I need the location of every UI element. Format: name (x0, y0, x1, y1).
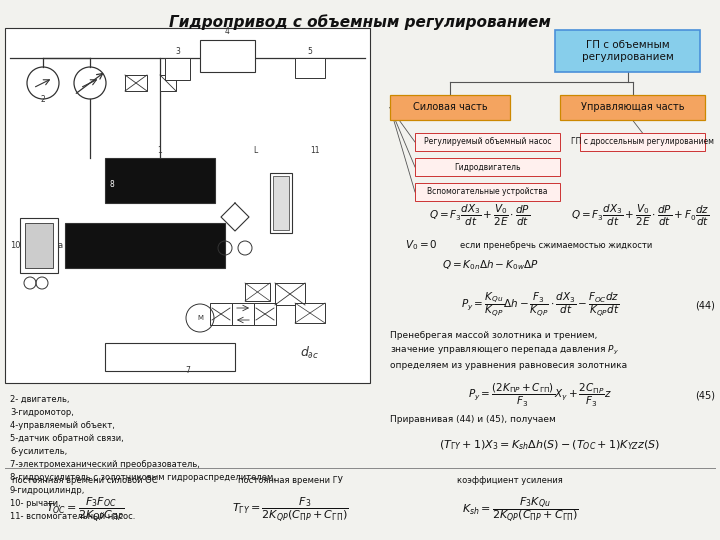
Text: (45): (45) (695, 390, 715, 400)
Text: 11- вспомогательный насос.: 11- вспомогательный насос. (10, 512, 135, 521)
FancyBboxPatch shape (390, 95, 510, 120)
Text: a: a (58, 241, 63, 251)
Text: $Q = F_3\dfrac{dX_3}{dt} + \dfrac{V_0}{2E}\cdot\dfrac{dP}{dt}$: $Q = F_3\dfrac{dX_3}{dt} + \dfrac{V_0}{2… (429, 202, 531, 227)
Text: Гидропривод с объемным регулированием: Гидропривод с объемным регулированием (169, 14, 551, 30)
Text: 9-гидроцилиндр,: 9-гидроцилиндр, (10, 486, 86, 495)
Text: $V_0 = 0$: $V_0 = 0$ (405, 238, 438, 252)
FancyBboxPatch shape (125, 75, 147, 91)
FancyBboxPatch shape (415, 183, 560, 201)
FancyBboxPatch shape (65, 223, 225, 268)
Text: $(T_{\Gamma Y} + 1)X_3 = K_{sh}\Delta h(S) - (T_{OC} + 1)K_{YZ}z(S)$: $(T_{\Gamma Y} + 1)X_3 = K_{sh}\Delta h(… (439, 438, 661, 452)
FancyBboxPatch shape (210, 303, 232, 325)
FancyBboxPatch shape (415, 158, 560, 176)
FancyBboxPatch shape (254, 303, 276, 325)
FancyBboxPatch shape (295, 58, 325, 78)
Text: ГП с дроссельным регулированием: ГП с дроссельным регулированием (571, 138, 714, 146)
Text: Силовая часть: Силовая часть (413, 103, 487, 112)
Text: Регулируемый объемный насос: Регулируемый объемный насос (424, 138, 552, 146)
FancyBboxPatch shape (105, 343, 235, 371)
Text: 10: 10 (10, 241, 20, 251)
FancyBboxPatch shape (165, 58, 190, 80)
Text: Пренебрегая массой золотника и трением,: Пренебрегая массой золотника и трением, (390, 330, 598, 340)
FancyBboxPatch shape (245, 283, 270, 301)
FancyBboxPatch shape (25, 223, 53, 268)
Text: (44): (44) (695, 300, 715, 310)
Text: 3-гидромотор,: 3-гидромотор, (10, 408, 74, 417)
FancyBboxPatch shape (5, 28, 370, 383)
Text: M: M (197, 315, 203, 321)
FancyBboxPatch shape (270, 173, 292, 233)
Text: Приравнивая (44) и (45), получаем: Приравнивая (44) и (45), получаем (390, 415, 556, 424)
Text: $T_{OC} = \dfrac{F_3 F_{OC}}{2K_{QP}C_{\Pi P}}$: $T_{OC} = \dfrac{F_3 F_{OC}}{2K_{QP}C_{\… (46, 496, 125, 524)
Text: $T_{\Gamma Y} = \dfrac{F_3}{2K_{QP}(C_{\Pi P} + C_{\Gamma\Pi})}$: $T_{\Gamma Y} = \dfrac{F_3}{2K_{QP}(C_{\… (232, 496, 348, 524)
Text: постоянная времени ГУ: постоянная времени ГУ (238, 476, 343, 485)
FancyBboxPatch shape (160, 75, 176, 91)
Text: $Q = K_{0n}\Delta h - K_{0w}\Delta P$: $Q = K_{0n}\Delta h - K_{0w}\Delta P$ (441, 258, 539, 272)
FancyBboxPatch shape (580, 133, 705, 151)
Text: 2: 2 (40, 95, 45, 104)
Text: $Q = F_3\dfrac{dX_3}{dt} + \dfrac{V_0}{2E}\cdot\dfrac{dP}{dt} + F_0\dfrac{dz}{dt: $Q = F_3\dfrac{dX_3}{dt} + \dfrac{V_0}{2… (571, 202, 709, 227)
Text: Вспомогательные устройства: Вспомогательные устройства (427, 187, 548, 197)
Text: 8-гидроусилитель с золотниковым гидрораспределителем,: 8-гидроусилитель с золотниковым гидрорас… (10, 473, 276, 482)
Text: $P_y = \dfrac{(2K_{\Pi P} + C_{\Gamma\Pi})}{F_3}X_{\gamma} + \dfrac{2C_{\Pi P}}{: $P_y = \dfrac{(2K_{\Pi P} + C_{\Gamma\Pi… (468, 381, 612, 409)
Text: 2- двигатель,: 2- двигатель, (10, 395, 70, 404)
FancyBboxPatch shape (105, 158, 215, 203)
Text: 3: 3 (175, 47, 180, 56)
Text: определяем из уравнения равновесия золотника: определяем из уравнения равновесия золот… (390, 361, 627, 369)
Text: ГП с объемным
регулированием: ГП с объемным регулированием (582, 40, 673, 62)
FancyBboxPatch shape (232, 303, 254, 325)
FancyBboxPatch shape (200, 40, 255, 72)
Text: 4: 4 (225, 27, 230, 36)
Text: $K_{sh} = \dfrac{F_3 K_{Qu}}{2K_{QP}(C_{\Pi P} + C_{\Gamma\Pi})}$: $K_{sh} = \dfrac{F_3 K_{Qu}}{2K_{QP}(C_{… (462, 496, 578, 524)
Text: 4-управляемый объект,: 4-управляемый объект, (10, 421, 115, 430)
Text: $d_{\partial c}$: $d_{\partial c}$ (300, 345, 320, 361)
Text: 8: 8 (110, 180, 114, 189)
Text: 7: 7 (185, 366, 190, 375)
Text: Управляющая часть: Управляющая часть (581, 103, 684, 112)
Text: Гидродвигатель: Гидродвигатель (454, 163, 521, 172)
Text: 10- рычаги,: 10- рычаги, (10, 499, 60, 508)
Text: если пренебречь сжимаемостью жидкости: если пренебречь сжимаемостью жидкости (460, 240, 652, 249)
Text: L: L (253, 146, 257, 155)
Text: 5-датчик обратной связи,: 5-датчик обратной связи, (10, 434, 124, 443)
Text: $P_y = \dfrac{K_{Qu}}{K_{QP}}\Delta h - \dfrac{F_3}{K_{QP}}\cdot\dfrac{dX_3}{dt}: $P_y = \dfrac{K_{Qu}}{K_{QP}}\Delta h - … (461, 291, 619, 320)
FancyBboxPatch shape (555, 30, 700, 72)
Text: 6-усилитель,: 6-усилитель, (10, 447, 67, 456)
Text: 5: 5 (307, 47, 312, 56)
Text: 1: 1 (158, 146, 163, 155)
FancyBboxPatch shape (295, 303, 325, 323)
FancyBboxPatch shape (273, 176, 289, 230)
FancyBboxPatch shape (20, 218, 58, 273)
FancyBboxPatch shape (275, 283, 305, 305)
Text: постоянная времени силовой ОС: постоянная времени силовой ОС (12, 476, 158, 485)
FancyBboxPatch shape (560, 95, 705, 120)
Text: 7-электромеханический преобразователь,: 7-электромеханический преобразователь, (10, 460, 200, 469)
Text: коэффициент усиления: коэффициент усиления (457, 476, 563, 485)
Text: 11: 11 (310, 146, 320, 155)
FancyBboxPatch shape (415, 133, 560, 151)
Text: значение управляющего перепада давления $P_y$: значение управляющего перепада давления … (390, 343, 619, 356)
